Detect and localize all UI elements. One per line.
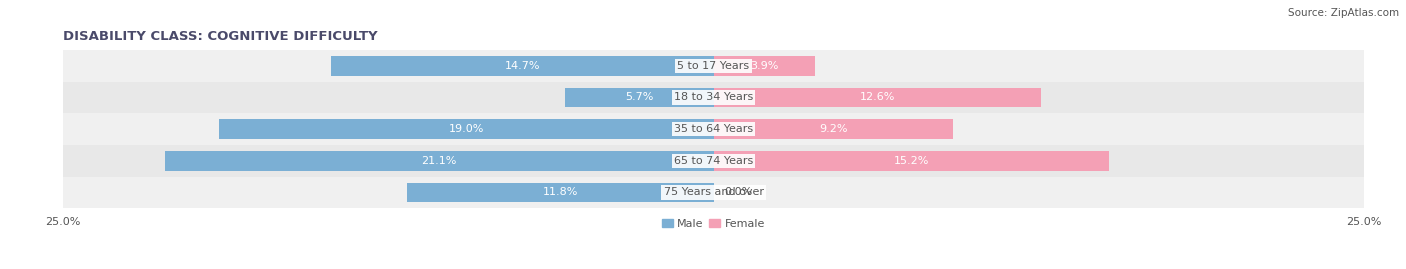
Text: 14.7%: 14.7% [505, 61, 540, 71]
Text: 11.8%: 11.8% [543, 187, 578, 197]
Bar [406, 183, 713, 202]
Text: 19.0%: 19.0% [449, 124, 484, 134]
Text: 5 to 17 Years: 5 to 17 Years [678, 61, 749, 71]
Bar [63, 82, 1364, 113]
Text: 18 to 34 Years: 18 to 34 Years [673, 93, 754, 102]
Bar [713, 151, 1109, 171]
Bar [332, 56, 713, 76]
Bar [63, 145, 1364, 176]
Text: 9.2%: 9.2% [818, 124, 848, 134]
Text: Source: ZipAtlas.com: Source: ZipAtlas.com [1288, 8, 1399, 18]
Bar [713, 88, 1042, 107]
Bar [565, 88, 713, 107]
Bar [713, 119, 953, 139]
Text: 35 to 64 Years: 35 to 64 Years [673, 124, 754, 134]
Text: 5.7%: 5.7% [626, 93, 654, 102]
Text: 21.1%: 21.1% [422, 156, 457, 166]
Bar [165, 151, 713, 171]
Bar [219, 119, 713, 139]
Text: 3.9%: 3.9% [749, 61, 779, 71]
Text: 12.6%: 12.6% [859, 93, 896, 102]
Legend: Male, Female: Male, Female [658, 214, 769, 233]
Text: DISABILITY CLASS: COGNITIVE DIFFICULTY: DISABILITY CLASS: COGNITIVE DIFFICULTY [63, 30, 378, 43]
Bar [63, 113, 1364, 145]
Text: 0.0%: 0.0% [724, 187, 752, 197]
Bar [63, 176, 1364, 208]
Text: 75 Years and over: 75 Years and over [664, 187, 763, 197]
Bar [713, 56, 815, 76]
Text: 15.2%: 15.2% [894, 156, 929, 166]
Text: 65 to 74 Years: 65 to 74 Years [673, 156, 754, 166]
Bar [63, 50, 1364, 82]
